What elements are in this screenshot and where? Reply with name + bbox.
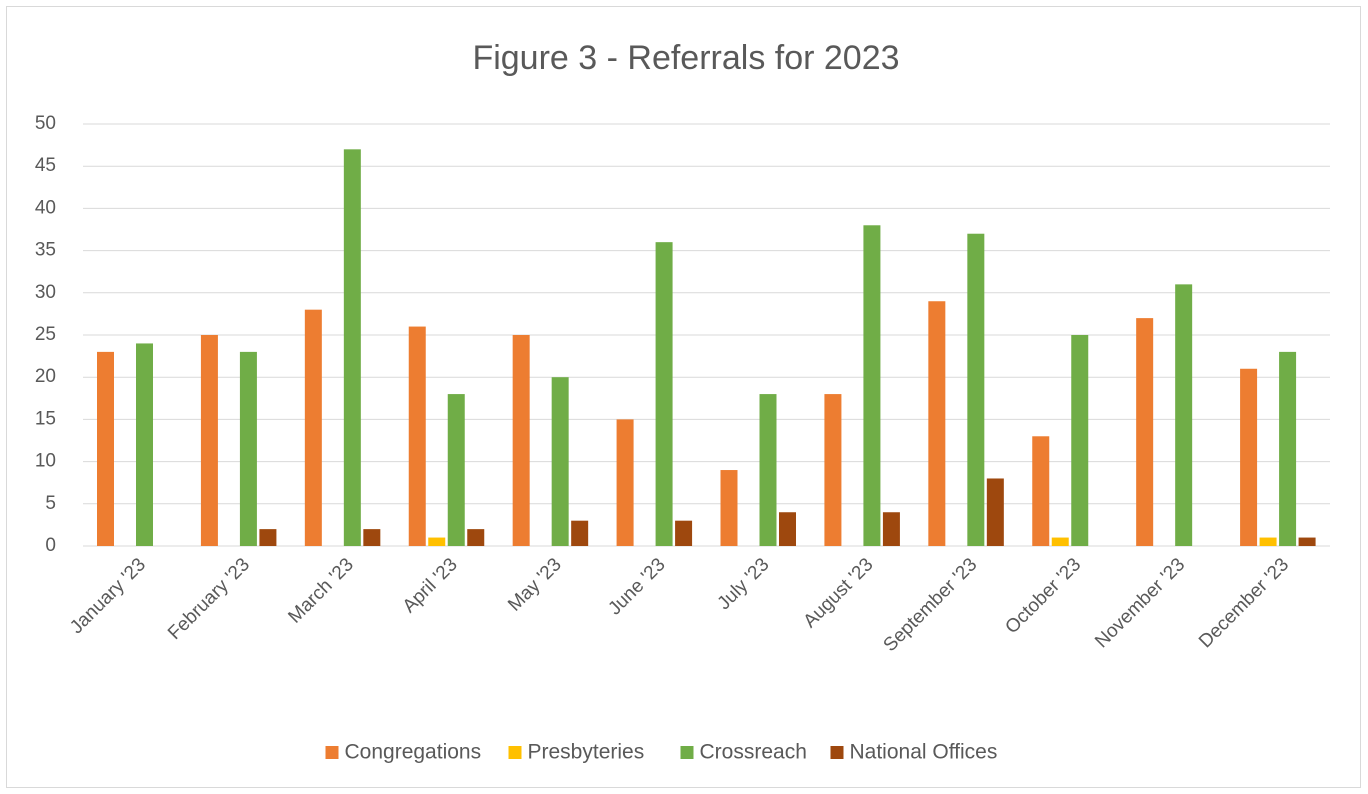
bar [779, 512, 796, 546]
bar [343, 149, 361, 546]
legend-swatch [325, 746, 339, 759]
legend-label: National Offices [850, 741, 998, 764]
y-tick-label: 5 [45, 493, 56, 514]
bar [200, 335, 218, 546]
bar [408, 326, 426, 546]
bar [928, 301, 946, 546]
y-tick-label: 50 [35, 113, 56, 134]
bar [967, 233, 985, 546]
bar [259, 529, 277, 546]
bar [1071, 335, 1089, 546]
chart-border [6, 6, 1361, 788]
legend-swatch [508, 746, 522, 759]
y-tick-label: 15 [35, 408, 56, 429]
bar [720, 470, 738, 546]
bar [512, 335, 530, 546]
y-tick-label: 10 [35, 451, 56, 472]
bar [304, 309, 322, 546]
bar [863, 225, 881, 546]
bar [675, 520, 693, 546]
bar [363, 529, 381, 546]
bar [551, 377, 569, 546]
bar [1298, 537, 1316, 546]
y-tick-label: 45 [35, 155, 56, 176]
bar [1136, 318, 1154, 546]
bar [616, 419, 634, 546]
bar [447, 394, 465, 546]
y-tick-label: 20 [35, 366, 56, 387]
legend-swatch [680, 746, 694, 759]
bar [1240, 368, 1258, 546]
bar [467, 529, 485, 546]
bar [571, 520, 589, 546]
bar [986, 478, 1004, 546]
bar [239, 351, 257, 546]
y-tick-label: 40 [35, 197, 56, 218]
y-tick-label: 0 [45, 535, 56, 556]
bar [428, 537, 446, 546]
bar [1279, 351, 1297, 546]
chart-title: Figure 3 - Referrals for 2023 [472, 39, 899, 77]
bar [1032, 436, 1050, 546]
bar [824, 394, 842, 546]
legend-label: Crossreach [700, 741, 807, 764]
legend-label: Presbyteries [528, 741, 645, 764]
bar [882, 512, 900, 546]
bar [1175, 284, 1193, 546]
legend-swatch [830, 746, 844, 759]
legend-label: Congregations [345, 741, 482, 764]
bar [655, 242, 673, 546]
y-tick-label: 30 [35, 282, 56, 303]
y-tick-label: 25 [35, 324, 56, 345]
bar [759, 394, 777, 546]
bar [136, 343, 153, 546]
bar [1259, 537, 1277, 546]
bar [97, 351, 114, 546]
y-tick-label: 35 [35, 240, 56, 261]
bar [1051, 537, 1069, 546]
